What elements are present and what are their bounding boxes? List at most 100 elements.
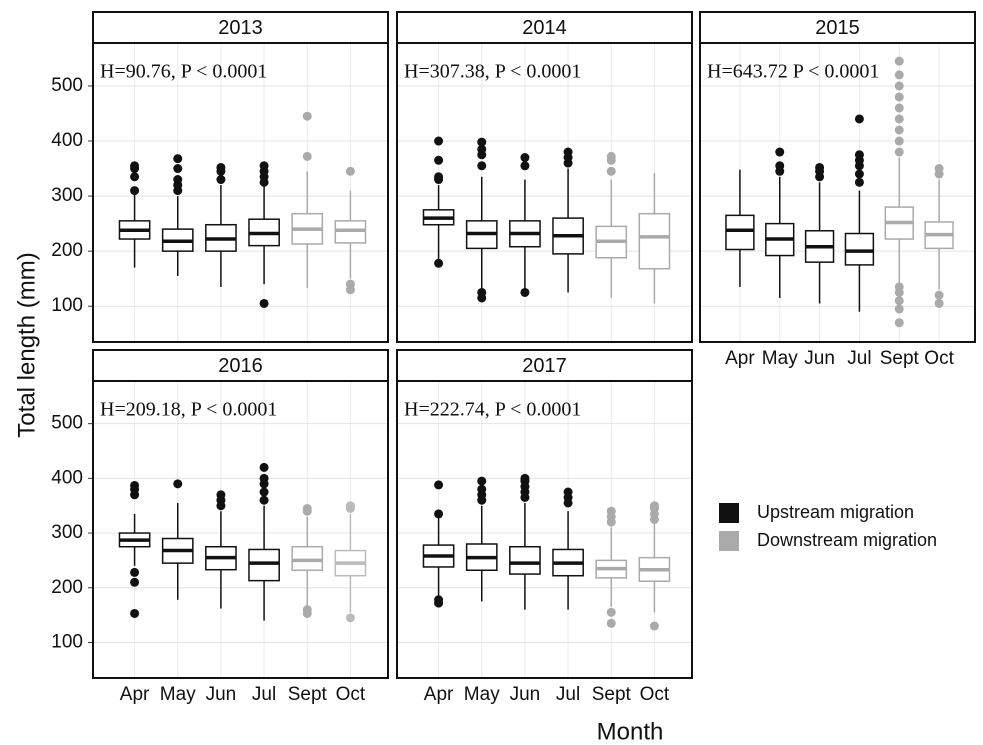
box-group [291, 503, 324, 618]
outlier [477, 161, 487, 171]
x-tick-label: May [762, 348, 798, 369]
box-group [465, 137, 498, 303]
outlier [775, 161, 785, 171]
plot-background [700, 43, 975, 342]
box-group [844, 114, 875, 312]
outlier [894, 81, 904, 91]
legend-label: Upstream migration [757, 502, 914, 522]
outlier [775, 147, 785, 157]
outlier [520, 161, 530, 171]
box-group [422, 136, 455, 268]
outlier [894, 147, 904, 157]
strip-title: 2016 [218, 355, 263, 377]
box-group [725, 169, 755, 287]
y-tick-label: 400 [51, 130, 83, 151]
outlier [854, 150, 864, 160]
outlier [259, 473, 269, 483]
y-tick-label: 500 [51, 75, 83, 96]
outlier [434, 155, 444, 165]
strip [396, 349, 693, 382]
outlier [854, 114, 864, 124]
outlier [477, 287, 487, 297]
outlier [649, 621, 659, 631]
strip [92, 11, 389, 44]
box-group [334, 166, 367, 295]
y-axis-label: Total length (mm) [13, 252, 40, 437]
annotation: H=222.74, P < 0.0001 [404, 399, 581, 421]
x-tick-label: Apr [120, 684, 150, 705]
outlier [434, 595, 444, 605]
annotation: H=643.72 P < 0.0001 [707, 61, 879, 83]
x-axis-label: Month [597, 718, 664, 745]
strip-title: 2013 [218, 17, 263, 39]
x-tick-label: Sept [592, 684, 632, 705]
box-group [595, 151, 628, 298]
outlier [345, 166, 355, 176]
box-group [161, 154, 194, 276]
y-tick-label: 200 [51, 240, 83, 261]
x-tick-label: Oct [640, 684, 670, 705]
box-group [118, 161, 151, 268]
x-tick-label: Jul [252, 684, 276, 705]
outlier [259, 462, 269, 472]
outlier [934, 164, 944, 174]
box-group [638, 501, 671, 631]
plot-background [93, 43, 388, 342]
outlier [130, 567, 140, 577]
x-tick-label: Apr [424, 684, 454, 705]
box-group [884, 56, 914, 328]
box-group [924, 164, 954, 308]
strip-title: 2015 [815, 17, 860, 39]
annotation: H=209.18, P < 0.0001 [100, 399, 277, 421]
plot-background [93, 381, 388, 678]
box-group [552, 487, 584, 610]
annotation: H=307.38, P < 0.0001 [404, 61, 581, 83]
strip [396, 11, 693, 44]
outlier [815, 162, 825, 172]
y-tick-label: 100 [51, 631, 83, 652]
outlier [434, 509, 444, 519]
x-tick-label: Apr [725, 348, 755, 369]
outlier [477, 144, 487, 154]
outlier [894, 304, 904, 314]
outlier [894, 70, 904, 80]
outlier [894, 114, 904, 124]
annotation: H=90.76, P < 0.0001 [100, 61, 267, 83]
x-tick-label: Oct [336, 684, 366, 705]
outlier [302, 151, 312, 161]
outlier [130, 186, 140, 196]
outlier [259, 487, 269, 497]
outlier [259, 161, 269, 171]
box-group [205, 162, 237, 287]
strip-title: 2014 [522, 17, 567, 39]
x-tick-label: Jun [804, 348, 835, 369]
outlier [216, 162, 226, 172]
outlier [563, 147, 573, 157]
outlier [606, 166, 616, 176]
outlier [854, 177, 864, 187]
outlier [130, 608, 140, 618]
box [291, 545, 324, 571]
outlier [563, 487, 573, 497]
outlier [606, 618, 616, 628]
box-group [465, 476, 498, 602]
outlier [173, 154, 183, 164]
strip [92, 349, 389, 382]
box-group [509, 473, 541, 610]
x-tick-label: May [160, 684, 196, 705]
outlier [520, 287, 530, 297]
x-tick-label: Sept [880, 348, 920, 369]
box-group [765, 147, 795, 298]
outlier [216, 175, 226, 185]
x-tick-label: May [464, 684, 500, 705]
outlier [477, 476, 487, 486]
outlier [477, 484, 487, 494]
x-tick-label: Jun [206, 684, 237, 705]
outlier [477, 137, 487, 147]
box [638, 212, 671, 270]
outlier [520, 473, 530, 483]
outlier [173, 175, 183, 185]
plot-background [397, 381, 692, 678]
outlier [894, 296, 904, 306]
